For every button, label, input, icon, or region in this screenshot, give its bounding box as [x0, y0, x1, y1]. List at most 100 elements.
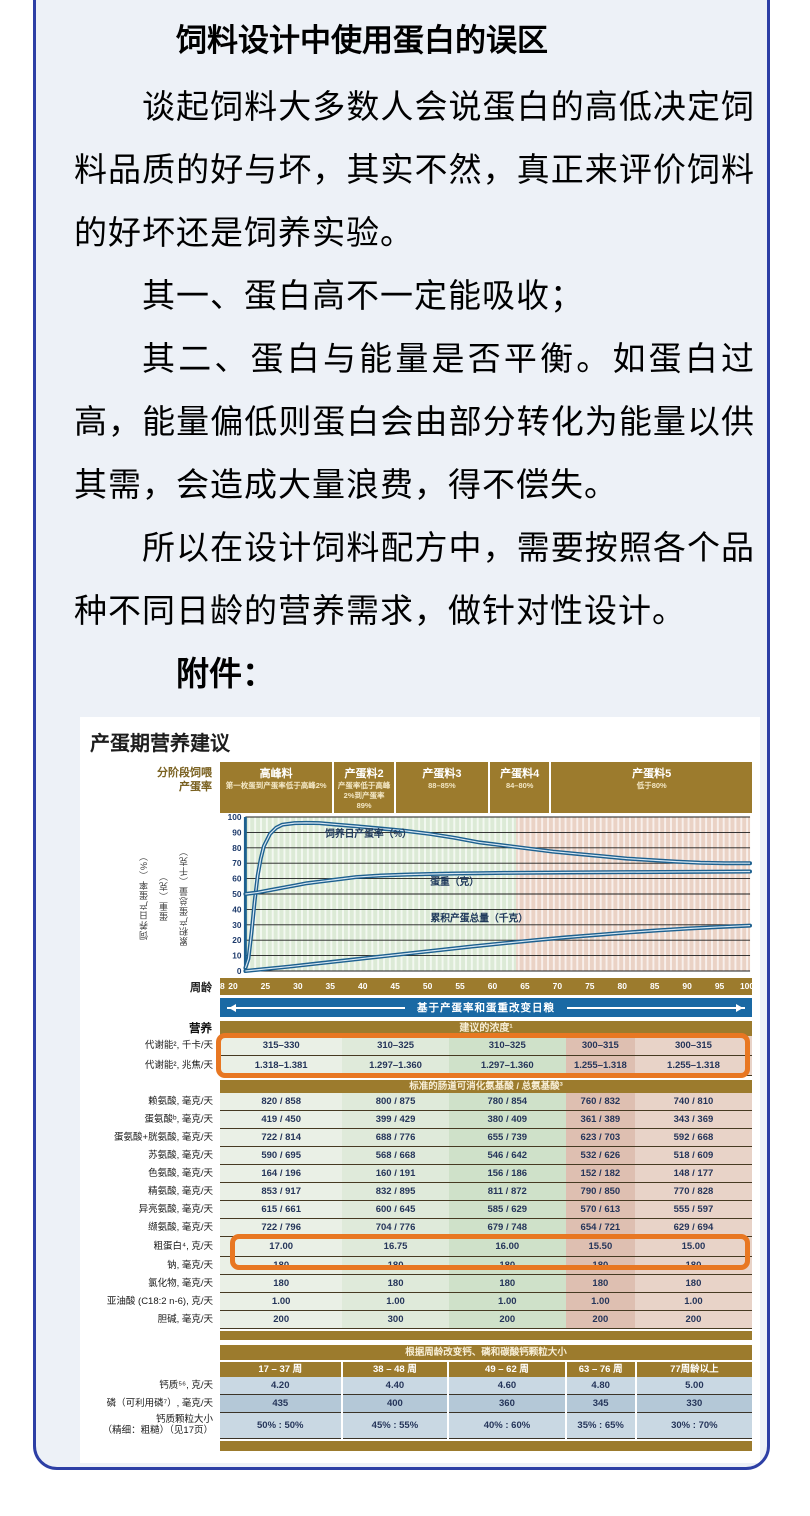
phase-label: 分阶段饲喂 产蛋率 [157, 767, 212, 794]
table-cell: 4.60 [449, 1377, 565, 1396]
svg-text:累积产蛋总量（千克）: 累积产蛋总量（千克） [430, 912, 528, 925]
svg-text:50: 50 [232, 889, 242, 899]
table-cell: 180 [448, 1275, 566, 1294]
x-tick: 70 [552, 981, 563, 992]
table-cell: 1.00 [565, 1293, 635, 1312]
row-label: 缬氨酸, 毫克/天 [148, 1221, 213, 1233]
table-cell: 1.297–1.360 [448, 1056, 566, 1077]
x-tick: 30 [293, 981, 303, 992]
column-header: 49 – 62 周 [449, 1362, 565, 1378]
svg-text:40: 40 [232, 905, 242, 915]
table-cell: 760 / 832 [565, 1093, 635, 1112]
svg-text:80: 80 [232, 843, 242, 853]
table-cell: 4.20 [220, 1377, 341, 1396]
divider-strip [220, 1331, 752, 1341]
table-row: 色氨酸, 毫克/天 164 / 196 160 / 191 156 / 186 152 … [88, 1165, 752, 1184]
energy-rows-group: 代谢能², 千卡/天 315–330 310–325 310–325 300–315 30… [88, 1033, 752, 1079]
table-cell: 722 / 796 [220, 1219, 343, 1238]
table-cell: 180 [634, 1275, 752, 1294]
table-cell: 4.40 [342, 1377, 448, 1396]
amino-acid-header: 标准的肠道可消化氨基酸 / 总氨基酸³ [220, 1080, 752, 1094]
table-cell: 1.297–1.360 [342, 1056, 449, 1077]
article-card: 饲料设计中使用蛋白的误区 谈起饲料大多数人会说蛋白的高低决定饲料品质的好与坏，其… [33, 0, 770, 1470]
table-row: 精氨酸, 毫克/天 853 / 917 832 / 895 811 / 872 790 … [88, 1183, 752, 1202]
table-cell: 15.00 [634, 1237, 752, 1258]
table-row: 钙质颗粒大小 （精细：粗糙）（见17页） 50% : 50% 45% : 55% 40%… [88, 1413, 752, 1440]
table-row: 钠, 毫克/天 180 180 180 180 180 [88, 1257, 752, 1276]
x-tick: 18 [215, 981, 225, 992]
row-label: 苏氨酸, 毫克/天 [148, 1149, 213, 1161]
x-tick: 75 [585, 981, 595, 992]
row-label: 代谢能², 兆焦/天 [144, 1059, 213, 1071]
table-row: 缬氨酸, 毫克/天 722 / 796 704 / 776 679 / 748 654 … [88, 1219, 752, 1238]
table-cell: 615 / 661 [220, 1201, 343, 1220]
chart-area: 饲养日产蛋率（%） 蛋重（克） 累积产蛋总量（千克） 0 10 20 30 40 50 60… [88, 813, 752, 978]
table-cell: 180 [342, 1257, 449, 1276]
table-cell: 655 / 739 [448, 1129, 566, 1148]
table-cell: 790 / 850 [565, 1183, 635, 1202]
x-tick: 60 [487, 981, 498, 992]
table-cell: 399 / 429 [342, 1111, 449, 1130]
paragraph: 谈起饲料大多数人会说蛋白的高低决定饲料品质的好与坏，其实不然，真正来评价饲料的好… [74, 88, 755, 251]
table-cell: 200 [565, 1311, 635, 1330]
attachment-label: 附件： [176, 655, 275, 692]
column-header: 63 – 76 周 [566, 1362, 635, 1378]
x-tick: 90 [682, 981, 692, 992]
table-cell: 40% : 60% [449, 1413, 565, 1440]
x-tick: 55 [455, 981, 465, 992]
x-tick: 85 [649, 981, 660, 992]
x-tick: 20 [228, 981, 238, 992]
row-label: 色氨酸, 毫克/天 [148, 1167, 213, 1179]
svg-text:饲养日产蛋率（%）: 饲养日产蛋率（%） [324, 827, 412, 840]
table-cell: 800 / 875 [342, 1093, 449, 1112]
table-cell: 4.80 [566, 1377, 635, 1396]
nutrition-section-header: 营养 建议的浓度¹ [88, 1020, 752, 1036]
page-title: 饲料设计中使用蛋白的误区 [176, 23, 548, 58]
table-row: 蛋氨酸ᵇ, 毫克/天 419 / 450 399 / 429 380 / 409 361… [88, 1111, 752, 1130]
table-cell: 345 [566, 1395, 635, 1414]
table-cell: 330 [636, 1395, 752, 1414]
table-cell: 1.00 [448, 1293, 566, 1312]
table-cell: 200 [220, 1311, 343, 1330]
table-row: 苏氨酸, 毫克/天 590 / 695 568 / 668 546 / 642 532 … [88, 1147, 752, 1166]
phase-box: 产蛋料3 88–85% [395, 762, 488, 814]
table-cell: 315–330 [220, 1036, 343, 1057]
row-label: 异亮氨酸, 毫克/天 [138, 1203, 213, 1215]
table-cell: 164 / 196 [220, 1165, 343, 1184]
table-cell: 180 [342, 1275, 449, 1294]
x-tick: 40 [357, 981, 368, 992]
svg-text:60: 60 [232, 874, 242, 884]
table-cell: 532 / 626 [565, 1147, 635, 1166]
table-cell: 688 / 776 [342, 1129, 449, 1148]
section-label: 营养 [189, 1023, 212, 1036]
row-label: 钙质⁵⁶, 克/天 [159, 1379, 213, 1391]
table-cell: 1.00 [220, 1293, 343, 1312]
column-header: 17 – 37 周 [220, 1362, 341, 1378]
table-cell: 300 [342, 1311, 449, 1330]
table-row: 异亮氨酸, 毫克/天 615 / 661 600 / 645 585 / 629 570… [88, 1201, 752, 1220]
table-cell: 435 [220, 1395, 341, 1414]
calcium-column-headers: 17 – 37 周 38 – 48 周 49 – 62 周 63 – 76 周 77周龄… [220, 1362, 752, 1378]
table-cell: 17.00 [220, 1237, 343, 1258]
x-tick: 100 [739, 981, 755, 992]
nutrition-chart: 0 10 20 30 40 50 60 70 80 90 100 饲养日产蛋率（%） 蛋重（克） 累积产蛋… [228, 813, 752, 976]
table-cell: 568 / 668 [342, 1147, 449, 1166]
row-label: 氯化物, 毫克/天 [148, 1277, 213, 1289]
attachment-image[interactable]: 产蛋期营养建议 分阶段饲喂 产蛋率 高峰料 第一枚蛋到产蛋率低于高峰2% 产蛋料2 产… [80, 717, 760, 1464]
svg-text:100: 100 [228, 813, 242, 822]
row-label: 精氨酸, 毫克/天 [148, 1185, 213, 1197]
x-tick: 95 [714, 981, 725, 992]
row-label: 钙质颗粒大小 （精细：粗糙）（见17页） [102, 1414, 213, 1437]
x-axis-ticks: 18 20 25 30 35 40 45 50 55 60 65 70 75 80 85 90 95 100 [215, 978, 755, 996]
table-cell: 16.75 [342, 1237, 449, 1258]
table-cell: 811 / 872 [448, 1183, 566, 1202]
phase-boxes: 高峰料 第一枚蛋到产蛋率低于高峰2% 产蛋料2 产蛋率低于高峰2%到产蛋率89% 产蛋料… [220, 762, 752, 814]
svg-text:30: 30 [232, 920, 242, 930]
row-label: 代谢能², 千卡/天 [144, 1039, 213, 1051]
svg-text:蛋重（克）: 蛋重（克） [430, 875, 479, 888]
x-axis: 周龄 18 20 25 30 35 40 45 50 55 60 65 70 75 80 85 90 95 100 [88, 978, 755, 996]
x-tick: 25 [260, 981, 271, 992]
column-header: 38 – 48 周 [342, 1362, 448, 1378]
table-row: 亚油酸 (C18:2 n-6), 克/天 1.00 1.00 1.00 1.00 1.00 [88, 1293, 752, 1312]
table-cell: 360 [449, 1395, 565, 1414]
